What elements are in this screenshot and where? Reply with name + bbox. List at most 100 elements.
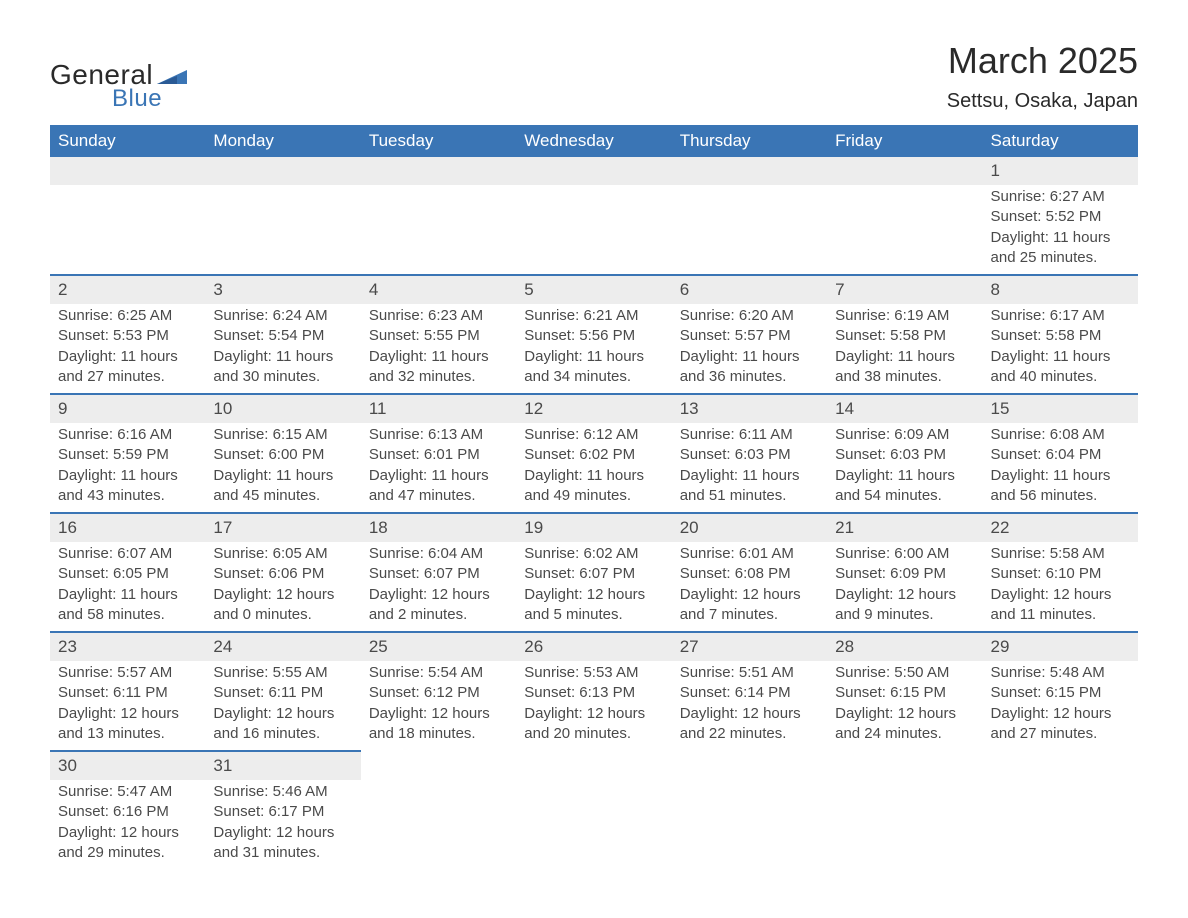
calendar-cell: 23Sunrise: 5:57 AMSunset: 6:11 PMDayligh… (50, 632, 205, 751)
calendar-cell: 25Sunrise: 5:54 AMSunset: 6:12 PMDayligh… (361, 632, 516, 751)
calendar-cell: 28Sunrise: 5:50 AMSunset: 6:15 PMDayligh… (827, 632, 982, 751)
sunrise-line: Sunrise: 5:58 AM (991, 544, 1130, 564)
day-details: Sunrise: 6:13 AMSunset: 6:01 PMDaylight:… (361, 423, 516, 512)
calendar-cell (361, 157, 516, 275)
day-details: Sunrise: 6:23 AMSunset: 5:55 PMDaylight:… (361, 304, 516, 393)
day-details: Sunrise: 6:04 AMSunset: 6:07 PMDaylight:… (361, 542, 516, 631)
sunrise-line: Sunrise: 5:57 AM (58, 663, 197, 683)
daylight-line: Daylight: 11 hours and 32 minutes. (369, 347, 508, 388)
day-number: 4 (361, 276, 516, 304)
daylight-line: Daylight: 12 hours and 24 minutes. (835, 704, 974, 745)
sunrise-line: Sunrise: 6:04 AM (369, 544, 508, 564)
daylight-line: Daylight: 12 hours and 20 minutes. (524, 704, 663, 745)
dow-header: Wednesday (516, 125, 671, 157)
daylight-line: Daylight: 11 hours and 27 minutes. (58, 347, 197, 388)
day-details: Sunrise: 6:05 AMSunset: 6:06 PMDaylight:… (205, 542, 360, 631)
day-details: Sunrise: 6:00 AMSunset: 6:09 PMDaylight:… (827, 542, 982, 631)
day-details: Sunrise: 5:46 AMSunset: 6:17 PMDaylight:… (205, 780, 360, 869)
page-subtitle: Settsu, Osaka, Japan (947, 90, 1138, 113)
daylight-line: Daylight: 12 hours and 31 minutes. (213, 823, 352, 864)
calendar-cell (516, 751, 671, 869)
calendar-cell: 30Sunrise: 5:47 AMSunset: 6:16 PMDayligh… (50, 751, 205, 869)
daylight-line: Daylight: 11 hours and 58 minutes. (58, 585, 197, 626)
calendar-cell: 11Sunrise: 6:13 AMSunset: 6:01 PMDayligh… (361, 394, 516, 513)
sunrise-line: Sunrise: 5:48 AM (991, 663, 1130, 683)
sunset-line: Sunset: 6:11 PM (58, 683, 197, 703)
dow-header: Friday (827, 125, 982, 157)
sunrise-line: Sunrise: 5:53 AM (524, 663, 663, 683)
day-number: 6 (672, 276, 827, 304)
day-number: 8 (983, 276, 1138, 304)
calendar-cell: 4Sunrise: 6:23 AMSunset: 5:55 PMDaylight… (361, 275, 516, 394)
dow-header: Saturday (983, 125, 1138, 157)
day-number (827, 157, 982, 185)
calendar-cell: 10Sunrise: 6:15 AMSunset: 6:00 PMDayligh… (205, 394, 360, 513)
sunset-line: Sunset: 6:17 PM (213, 802, 352, 822)
dow-header: Monday (205, 125, 360, 157)
day-number: 31 (205, 752, 360, 780)
sunrise-line: Sunrise: 6:25 AM (58, 306, 197, 326)
day-number: 30 (50, 752, 205, 780)
sunset-line: Sunset: 5:56 PM (524, 326, 663, 346)
calendar-header-row: SundayMondayTuesdayWednesdayThursdayFrid… (50, 125, 1138, 157)
sunset-line: Sunset: 6:04 PM (991, 445, 1130, 465)
sunset-line: Sunset: 5:57 PM (680, 326, 819, 346)
day-details: Sunrise: 6:08 AMSunset: 6:04 PMDaylight:… (983, 423, 1138, 512)
calendar-cell: 2Sunrise: 6:25 AMSunset: 5:53 PMDaylight… (50, 275, 205, 394)
sunrise-line: Sunrise: 6:21 AM (524, 306, 663, 326)
daylight-line: Daylight: 11 hours and 54 minutes. (835, 466, 974, 507)
day-details: Sunrise: 6:07 AMSunset: 6:05 PMDaylight:… (50, 542, 205, 631)
day-number: 10 (205, 395, 360, 423)
day-details: Sunrise: 6:16 AMSunset: 5:59 PMDaylight:… (50, 423, 205, 512)
calendar-cell (983, 751, 1138, 869)
calendar-cell: 13Sunrise: 6:11 AMSunset: 6:03 PMDayligh… (672, 394, 827, 513)
sunset-line: Sunset: 6:08 PM (680, 564, 819, 584)
sunrise-line: Sunrise: 6:13 AM (369, 425, 508, 445)
sunset-line: Sunset: 5:58 PM (991, 326, 1130, 346)
calendar-cell: 21Sunrise: 6:00 AMSunset: 6:09 PMDayligh… (827, 513, 982, 632)
day-details: Sunrise: 5:48 AMSunset: 6:15 PMDaylight:… (983, 661, 1138, 750)
day-details: Sunrise: 6:02 AMSunset: 6:07 PMDaylight:… (516, 542, 671, 631)
sunset-line: Sunset: 6:03 PM (835, 445, 974, 465)
day-number: 2 (50, 276, 205, 304)
dow-header: Sunday (50, 125, 205, 157)
calendar-cell: 16Sunrise: 6:07 AMSunset: 6:05 PMDayligh… (50, 513, 205, 632)
sunset-line: Sunset: 6:02 PM (524, 445, 663, 465)
daylight-line: Daylight: 12 hours and 5 minutes. (524, 585, 663, 626)
sunset-line: Sunset: 5:58 PM (835, 326, 974, 346)
sunrise-line: Sunrise: 6:05 AM (213, 544, 352, 564)
calendar-cell: 7Sunrise: 6:19 AMSunset: 5:58 PMDaylight… (827, 275, 982, 394)
daylight-line: Daylight: 12 hours and 29 minutes. (58, 823, 197, 864)
day-number (50, 157, 205, 185)
sunset-line: Sunset: 6:15 PM (991, 683, 1130, 703)
sunset-line: Sunset: 6:10 PM (991, 564, 1130, 584)
calendar-cell: 31Sunrise: 5:46 AMSunset: 6:17 PMDayligh… (205, 751, 360, 869)
sunrise-line: Sunrise: 6:07 AM (58, 544, 197, 564)
calendar-week-row: 30Sunrise: 5:47 AMSunset: 6:16 PMDayligh… (50, 751, 1138, 869)
day-number: 5 (516, 276, 671, 304)
empty-cell (50, 185, 205, 269)
daylight-line: Daylight: 11 hours and 38 minutes. (835, 347, 974, 388)
daylight-line: Daylight: 11 hours and 56 minutes. (991, 466, 1130, 507)
calendar-cell: 9Sunrise: 6:16 AMSunset: 5:59 PMDaylight… (50, 394, 205, 513)
calendar-week-row: 2Sunrise: 6:25 AMSunset: 5:53 PMDaylight… (50, 275, 1138, 394)
daylight-line: Daylight: 12 hours and 22 minutes. (680, 704, 819, 745)
day-details: Sunrise: 5:57 AMSunset: 6:11 PMDaylight:… (50, 661, 205, 750)
day-number: 24 (205, 633, 360, 661)
calendar-cell: 5Sunrise: 6:21 AMSunset: 5:56 PMDaylight… (516, 275, 671, 394)
calendar-cell: 17Sunrise: 6:05 AMSunset: 6:06 PMDayligh… (205, 513, 360, 632)
day-number: 17 (205, 514, 360, 542)
daylight-line: Daylight: 11 hours and 47 minutes. (369, 466, 508, 507)
calendar-week-row: 1Sunrise: 6:27 AMSunset: 5:52 PMDaylight… (50, 157, 1138, 275)
day-details: Sunrise: 5:55 AMSunset: 6:11 PMDaylight:… (205, 661, 360, 750)
daylight-line: Daylight: 11 hours and 40 minutes. (991, 347, 1130, 388)
day-number: 26 (516, 633, 671, 661)
day-number: 29 (983, 633, 1138, 661)
calendar-cell: 18Sunrise: 6:04 AMSunset: 6:07 PMDayligh… (361, 513, 516, 632)
sunset-line: Sunset: 6:14 PM (680, 683, 819, 703)
day-number: 15 (983, 395, 1138, 423)
daylight-line: Daylight: 11 hours and 51 minutes. (680, 466, 819, 507)
title-block: March 2025 Settsu, Osaka, Japan (947, 40, 1138, 113)
logo-text-blue: Blue (112, 85, 162, 113)
sunset-line: Sunset: 6:16 PM (58, 802, 197, 822)
